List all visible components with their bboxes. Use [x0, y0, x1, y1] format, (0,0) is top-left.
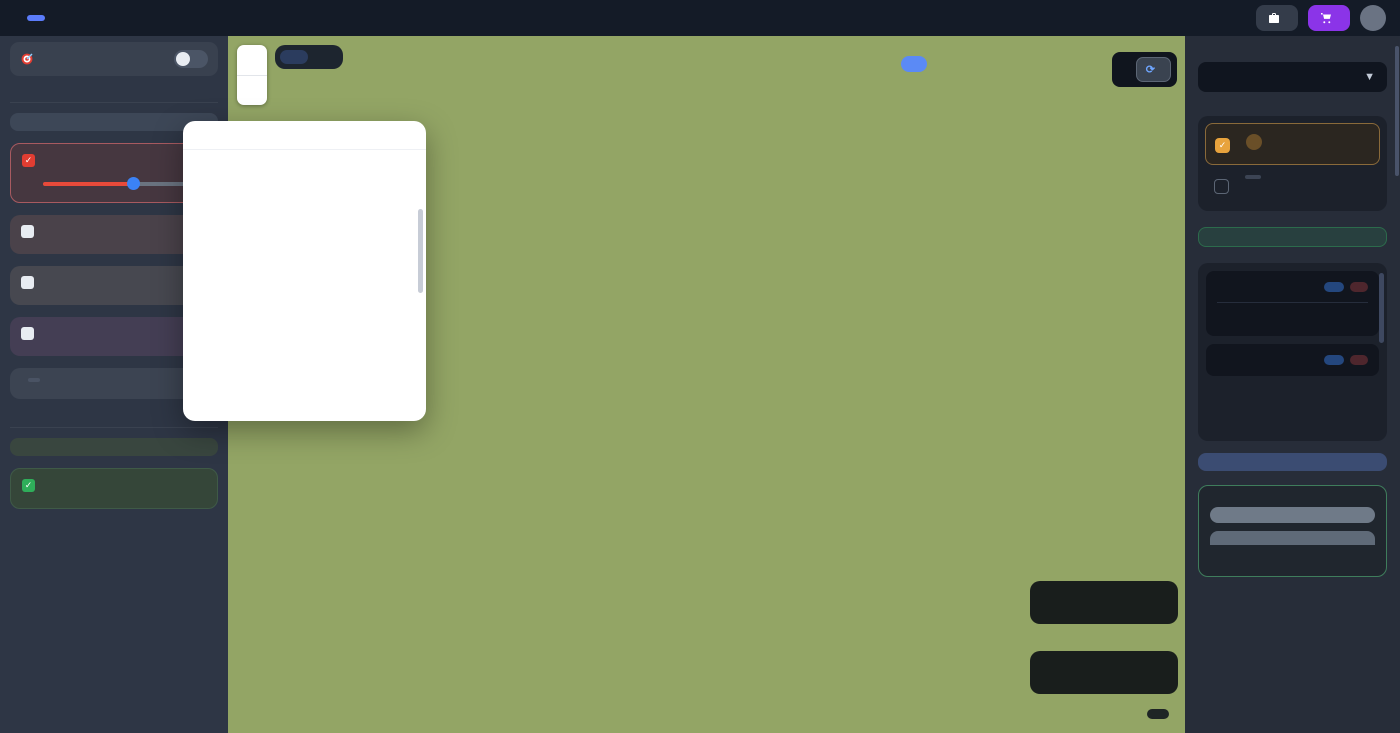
user-avatar[interactable] [1360, 5, 1386, 31]
dart-icon [21, 53, 33, 65]
opacity-slider-track [43, 181, 202, 186]
region-select[interactable]: ▼ [1198, 62, 1387, 92]
sst-info-box [10, 113, 218, 131]
custom-waypoints-checkbox[interactable]: ✓ [1215, 138, 1230, 153]
library-button[interactable] [1256, 5, 1298, 31]
region-dropdown [183, 121, 426, 421]
download-waypoints-button[interactable] [1198, 453, 1387, 471]
latlon-button[interactable]: ⟳ [1135, 57, 1171, 82]
hd-sst-checkbox[interactable]: ✓ [22, 154, 35, 167]
region-list [183, 150, 426, 166]
opacity-slider-thumb[interactable] [126, 177, 140, 190]
north-carolina-count-badge [1245, 175, 1261, 179]
north-carolina-checkbox[interactable] [1214, 179, 1229, 194]
opacity-slider[interactable] [43, 177, 202, 190]
surface-currents-card[interactable]: ✓ [10, 468, 218, 509]
composite-checkbox[interactable] [21, 327, 34, 340]
store-button[interactable] [1308, 5, 1350, 31]
currents-info-box [10, 438, 218, 456]
surface-currents-checkbox[interactable]: ✓ [22, 479, 35, 492]
right-panel-scrollbar[interactable] [1395, 46, 1399, 176]
tab-marine-forecast[interactable] [310, 50, 338, 64]
sst-legend-gradient [1040, 667, 1168, 675]
region-dropdown-scrollbar[interactable] [418, 209, 423, 293]
water-temperature-header [10, 90, 218, 103]
zoom-in-button[interactable] [237, 45, 267, 75]
waypoint-card-1 [1206, 271, 1379, 336]
sst-history-badge [28, 378, 40, 382]
live-route-card [1198, 485, 1387, 577]
clear-route-button[interactable] [1210, 531, 1375, 545]
fish-prediction-toggle[interactable] [174, 50, 208, 68]
waypoint-card-3 [1206, 344, 1379, 376]
briefcase-icon [1269, 13, 1279, 23]
brand-logo [14, 15, 45, 21]
premium-badge [27, 15, 45, 21]
altimetry-header [10, 415, 218, 428]
custom-waypoints-count-badge [1246, 134, 1262, 150]
cloud-free-checkbox[interactable] [21, 225, 34, 238]
navigation-disclaimer [1147, 709, 1169, 719]
sst-legend [1030, 651, 1178, 694]
waypoint-layers-panel: ✓ [1198, 116, 1387, 211]
raw-sst-checkbox[interactable] [21, 276, 34, 289]
import-gpx-button[interactable] [1198, 227, 1387, 247]
waypoint-manager-panel: ▼ ✓ [1185, 36, 1400, 733]
zoom-out-button[interactable] [237, 75, 267, 105]
fish-prediction-card [10, 42, 218, 76]
surface-currents-legend [1030, 581, 1178, 624]
layer-item-custom-waypoints[interactable]: ✓ [1205, 123, 1380, 165]
waypoint-1-edit-button[interactable] [1324, 282, 1344, 292]
waypoint-3-delete-button[interactable] [1350, 355, 1368, 365]
map-mode-tabs [275, 45, 343, 69]
maps-button[interactable] [901, 56, 927, 72]
start-routing-button[interactable] [1210, 507, 1375, 523]
chevron-down-icon: ▼ [1364, 71, 1375, 83]
currents-legend-gradient [1040, 597, 1168, 605]
top-bar [0, 0, 1400, 36]
layer-item-north-carolina[interactable] [1205, 165, 1380, 204]
waypoints-list [1198, 263, 1387, 441]
waypoint-3-edit-button[interactable] [1324, 355, 1344, 365]
coordinate-readout: ⟳ [1111, 52, 1177, 87]
map-zoom-control [237, 45, 267, 105]
tab-region[interactable] [280, 50, 308, 64]
sync-icon: ⟳ [1145, 63, 1155, 76]
cart-icon [1321, 13, 1331, 24]
waypoints-scrollbar[interactable] [1379, 273, 1384, 343]
waypoint-1-delete-button[interactable] [1350, 282, 1368, 292]
